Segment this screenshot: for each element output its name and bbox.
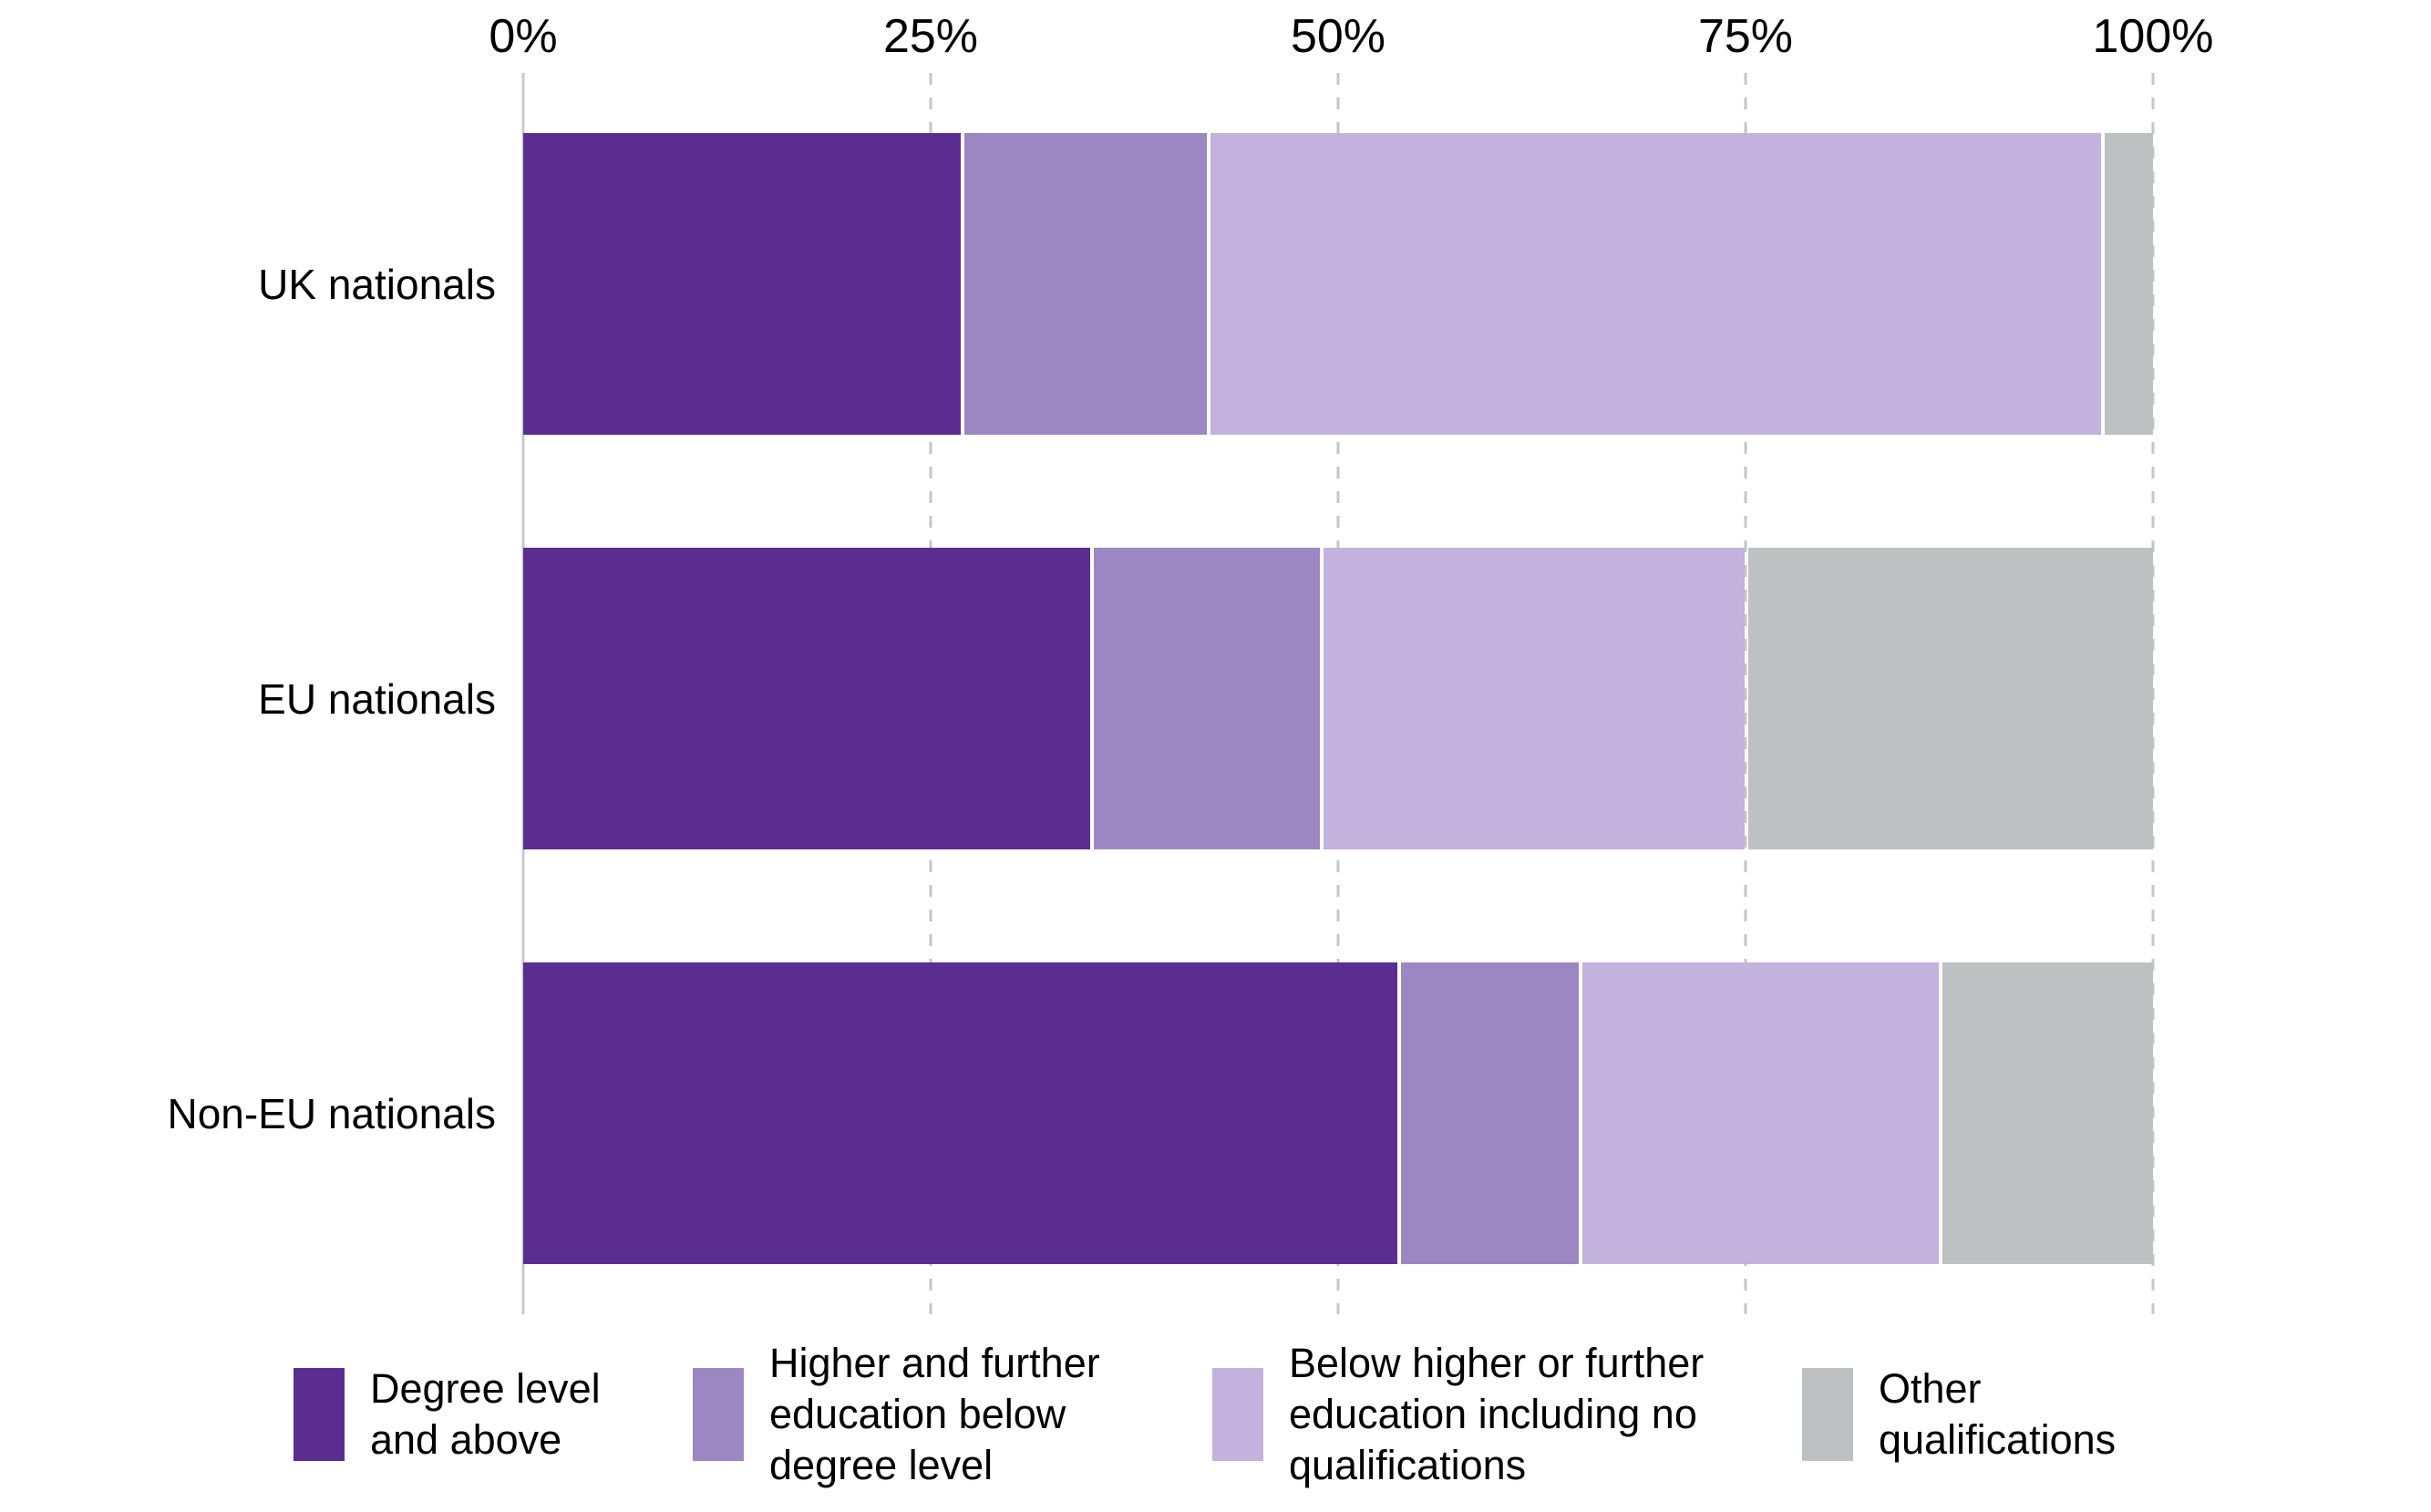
bar-segment-higher-and-further-education-below-degree-level xyxy=(1093,548,1321,849)
category-label: Non-EU nationals xyxy=(167,1089,496,1137)
legend-label-line: Below higher or further xyxy=(1289,1340,1705,1386)
x-axis-tick-label: 100% xyxy=(2092,10,2214,63)
category-label: UK nationals xyxy=(258,260,496,308)
bar-segment-other-qualifications xyxy=(1748,548,2153,849)
bar-segment-higher-and-further-education-below-degree-level xyxy=(963,133,1207,435)
bar-segment-degree-level-and-above xyxy=(523,548,1090,849)
bar-segment-other-qualifications xyxy=(1942,962,2153,1264)
legend-item: Below higher or further education includi… xyxy=(1212,1338,1704,1491)
bar-row xyxy=(523,962,2153,1264)
legend-label-line: Other xyxy=(1879,1365,1982,1412)
legend-label-line: education below xyxy=(769,1391,1066,1437)
legend-label-line: and above xyxy=(370,1416,562,1463)
legend-swatch-higher-and-further-education-below-degree-level xyxy=(693,1368,744,1461)
legend-label-line: Degree level xyxy=(370,1365,601,1412)
legend-swatch-below-higher-or-further-education-including-no-qualifications xyxy=(1212,1368,1263,1461)
legend-item: Higher and further education below degree … xyxy=(693,1338,1100,1491)
legend-swatch-degree-level-and-above xyxy=(294,1368,345,1461)
bar-row xyxy=(523,133,2153,435)
bar-segment-degree-level-and-above xyxy=(523,133,961,435)
x-axis-tick-label: 50% xyxy=(1290,10,1386,63)
x-axis-tick-label: 25% xyxy=(882,10,979,63)
bar-segment-higher-and-further-education-below-degree-level xyxy=(1401,962,1580,1264)
legend-label-line: degree level xyxy=(769,1442,994,1488)
legend-label-line: qualifications xyxy=(1289,1442,1527,1488)
x-axis-tick-label: 75% xyxy=(1697,10,1794,63)
legend-label: Higher and further education below degree … xyxy=(769,1338,1100,1491)
gridline xyxy=(2151,73,2155,1314)
bar-segment-other-qualifications xyxy=(2104,133,2153,435)
legend-label-line: qualifications xyxy=(1879,1416,2117,1463)
bar-segment-below-higher-or-further-education-including-no-qualifications xyxy=(1582,962,1940,1264)
legend-label: Other qualifications xyxy=(1879,1363,2116,1466)
bar-segment-degree-level-and-above xyxy=(523,962,1398,1264)
legend-item: Degree level and above xyxy=(294,1363,601,1466)
x-axis-tick-label: 0% xyxy=(489,10,558,63)
bar-segment-below-higher-or-further-education-including-no-qualifications xyxy=(1210,133,2101,435)
legend-item: Other qualifications xyxy=(1802,1363,2116,1466)
legend-swatch-other-qualifications xyxy=(1802,1368,1853,1461)
category-label: EU nationals xyxy=(258,674,496,723)
bar-segment-below-higher-or-further-education-including-no-qualifications xyxy=(1324,548,1745,849)
legend-label-line: Higher and further xyxy=(769,1340,1100,1386)
gridline xyxy=(1744,73,1747,1314)
legend-label: Degree level and above xyxy=(370,1363,601,1466)
legend-label-line: education including no xyxy=(1289,1391,1697,1437)
bar-row xyxy=(523,548,2153,849)
legend-label: Below higher or further education includi… xyxy=(1289,1338,1704,1491)
